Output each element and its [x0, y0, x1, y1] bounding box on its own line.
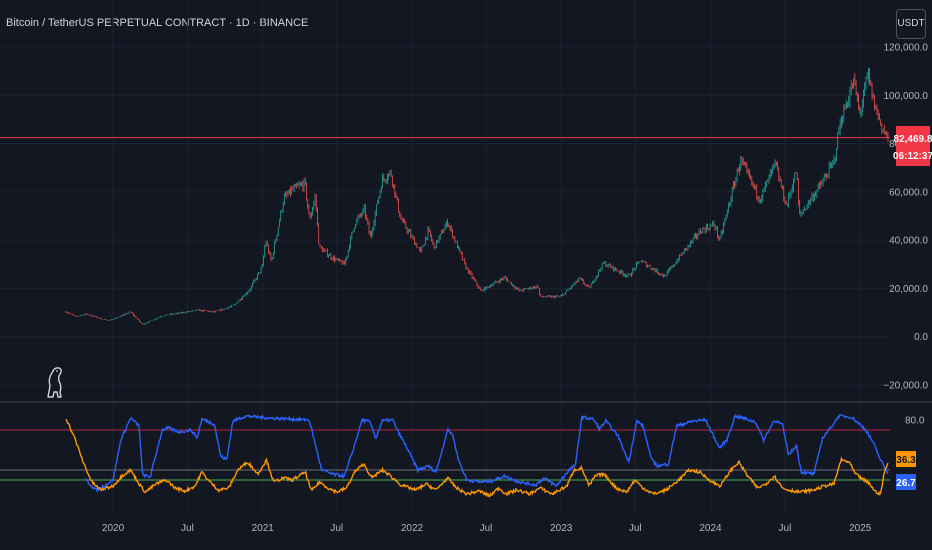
- price-badge-value: 82,469.8: [894, 134, 932, 145]
- y-tick-label: 60,000.0: [889, 187, 928, 198]
- x-tick-label: 2024: [699, 523, 722, 534]
- price-axis[interactable]: −20,000.00.020,000.040,000.060,000.080,0…: [883, 43, 928, 392]
- currency-button[interactable]: USDT: [896, 9, 926, 39]
- x-tick-label: 2023: [550, 523, 573, 534]
- dinosaur-icon[interactable]: [47, 367, 62, 398]
- x-tick-label: Jul: [629, 523, 642, 534]
- x-tick-label: 2025: [849, 523, 872, 534]
- y-tick-label: 40,000.0: [889, 236, 928, 247]
- x-tick-label: 2020: [102, 523, 125, 534]
- indicator-pane-grid: [0, 429, 890, 481]
- blue-value-label: 26.7: [896, 478, 916, 489]
- blue-value-badge: 26.7: [896, 474, 916, 490]
- y-tick-label: 100,000.0: [884, 91, 929, 102]
- candle-series: [65, 67, 889, 325]
- indicator-tick-label: 80.0: [905, 416, 925, 427]
- x-tick-label: 2021: [252, 523, 275, 534]
- x-tick-label: 2022: [401, 523, 424, 534]
- y-tick-label: 0.0: [914, 332, 928, 343]
- indicator-axis: 80.0: [905, 416, 925, 427]
- symbol-title: Bitcoin / TetherUS PERPETUAL CONTRACT · …: [6, 17, 309, 29]
- x-tick-label: Jul: [181, 523, 194, 534]
- price-badge: 82,469.8 06:12:37: [893, 126, 932, 166]
- x-tick-label: Jul: [779, 523, 792, 534]
- indicator-series: [65, 413, 889, 498]
- y-tick-label: 20,000.0: [889, 284, 928, 295]
- x-tick-label: Jul: [480, 523, 493, 534]
- x-tick-label: Jul: [330, 523, 343, 534]
- y-tick-label: −20,000.0: [883, 381, 928, 392]
- y-tick-label: 120,000.0: [884, 43, 929, 54]
- main-pane-grid: [0, 0, 890, 515]
- blue-indicator-line: [85, 413, 889, 494]
- orange-value-badge: 36.3: [896, 451, 916, 467]
- orange-indicator-line: [65, 418, 889, 498]
- price-countdown: 06:12:37: [893, 151, 932, 162]
- time-axis[interactable]: 2020 Jul 2021 Jul 2022 Jul 2023 Jul 2024 Jul 2025: [102, 523, 872, 534]
- orange-value-label: 36.3: [896, 455, 916, 466]
